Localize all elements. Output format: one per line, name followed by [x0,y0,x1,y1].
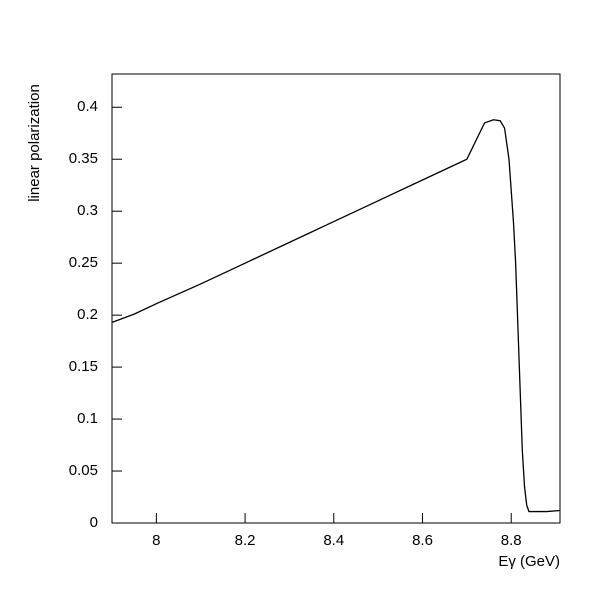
y-tick-label: 0 [90,514,98,531]
x-tick-label: 8.6 [412,532,433,549]
y-tick-label: 0.4 [77,98,98,115]
y-tick-label: 0.15 [69,358,98,375]
y-axis-label: linear polarization [26,84,43,202]
x-tick-label: 8.2 [235,532,256,549]
data-line [111,119,561,513]
y-tick-label: 0.1 [77,410,98,427]
x-tick-label: 8 [152,532,160,549]
y-tick-label: 0.3 [77,202,98,219]
x-tick-label: 8.8 [501,532,522,549]
y-tick-label: 0.05 [69,462,98,479]
plot-frame [111,73,561,524]
x-tick-label: 8.4 [323,532,344,549]
y-tick-label: 0.25 [69,254,98,271]
y-tick-label: 0.35 [69,150,98,167]
x-axis-label: Eγ (GeV) [498,553,560,570]
y-tick-label: 0.2 [77,306,98,323]
